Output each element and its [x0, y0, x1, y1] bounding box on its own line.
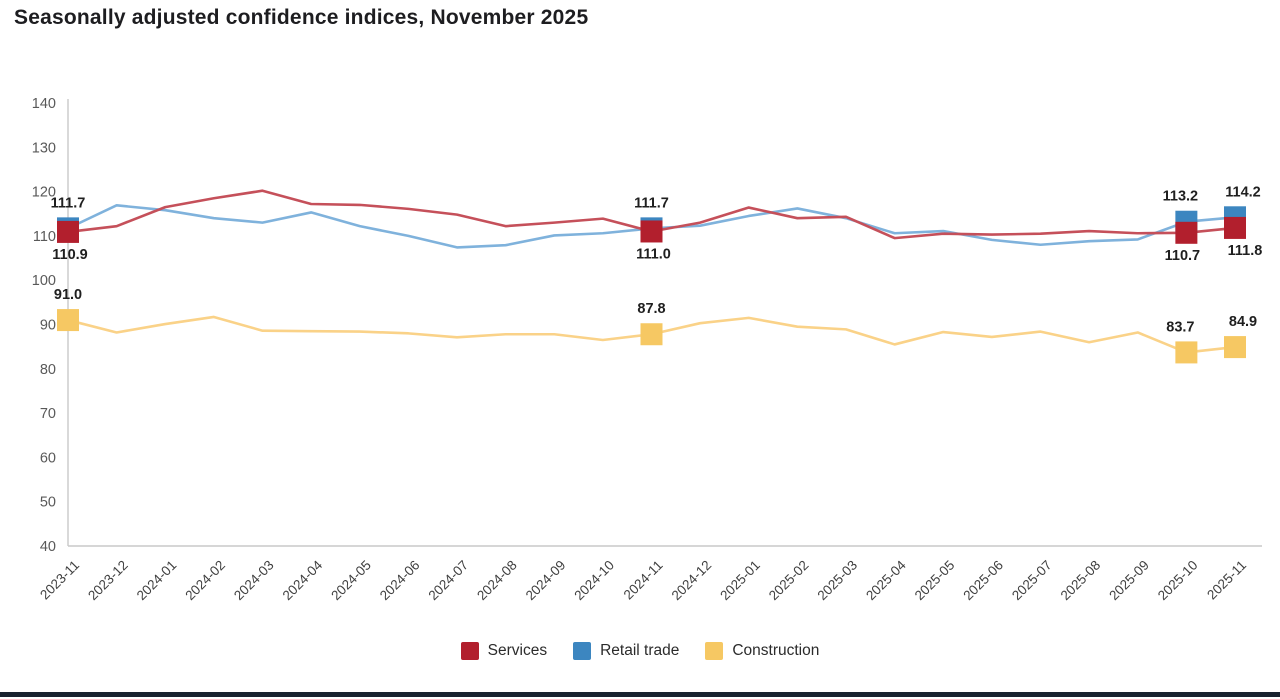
y-tick-label: 40: [40, 539, 56, 555]
data-label-construction-2023-11: 91.0: [54, 287, 82, 303]
data-label-construction-2024-11: 87.8: [637, 301, 665, 317]
x-tick-label: 2025-10: [1155, 558, 1201, 604]
y-tick-label: 130: [32, 140, 56, 156]
x-tick-label: 2024-03: [231, 558, 277, 604]
y-tick-label: 50: [40, 495, 56, 511]
x-tick-label: 2024-05: [328, 558, 374, 604]
x-tick-label: 2025-01: [717, 558, 763, 604]
legend-item-construction: Construction: [705, 642, 819, 660]
retail-trade-swatch-icon: [573, 642, 592, 660]
legend-label-services: Services: [487, 642, 548, 659]
data-label-services-2025-10: 110.7: [1165, 248, 1201, 264]
chart-svg: 140 130 120 110 100 90 80 70 60 50 40 2023-11 2023-1…: [32, 96, 1263, 604]
x-tick-label: 2024-02: [182, 558, 228, 604]
legend-item-services: Services: [460, 642, 548, 660]
x-tick-label: 2023-11: [37, 558, 82, 603]
legend-label-construction: Construction: [732, 642, 820, 659]
data-label-services-2024-11: 111.0: [636, 246, 671, 262]
x-tick-label: 2024-12: [669, 558, 715, 604]
y-tick-label: 100: [32, 273, 56, 289]
marker-services-2023-11: [57, 220, 79, 243]
chart-title: Seasonally adjusted confidence indices, …: [14, 6, 589, 29]
x-tick-label: 2025-07: [1009, 558, 1055, 604]
legend-label-retail-trade: Retail trade: [600, 642, 680, 659]
x-tick-label: 2025-06: [960, 558, 1006, 604]
x-tick-label: 2025-05: [912, 558, 958, 604]
marker-construction-2025-10: [1175, 341, 1198, 364]
x-tick-label: 2023-12: [85, 558, 131, 604]
x-tick-label: 2025-09: [1106, 558, 1152, 604]
x-tick-label: 2024-07: [425, 558, 471, 604]
legend-item-retail-trade: Retail trade: [573, 642, 679, 660]
y-tick-label: 80: [40, 362, 56, 378]
chart-legend: Services Retail trade Construction: [0, 642, 1280, 660]
data-label-services-2025-11: 111.8: [1228, 243, 1263, 259]
data-label-retail-trade-2025-11: 114.2: [1225, 184, 1261, 200]
marker-construction-2023-11: [57, 309, 79, 332]
marker-construction-2025-11: [1224, 336, 1246, 359]
x-tick-label: 2024-11: [621, 558, 666, 603]
x-tick-label: 2025-04: [863, 557, 909, 603]
x-tick-label: 2024-04: [280, 557, 326, 603]
bottom-accent-bar: [0, 692, 1280, 697]
data-label-retail-trade-2023-11: 111.7: [51, 195, 86, 211]
data-label-construction-2025-11: 84.9: [1229, 314, 1257, 330]
y-tick-label: 140: [32, 96, 56, 112]
construction-swatch-icon: [705, 642, 724, 660]
x-tick-label: 2024-01: [134, 558, 180, 604]
y-tick-label: 90: [40, 318, 56, 334]
data-label-retail-trade-2025-10: 113.2: [1163, 189, 1199, 205]
x-tick-label: 2025-11: [1204, 558, 1249, 603]
x-tick-label: 2024-08: [474, 558, 520, 604]
services-swatch-icon: [460, 642, 479, 660]
x-tick-label: 2025-03: [814, 558, 860, 604]
x-tick-label: 2024-09: [523, 558, 569, 604]
marker-services-2025-10: [1175, 221, 1198, 244]
data-label-construction-2025-10: 83.7: [1166, 319, 1194, 335]
x-tick-label: 2025-08: [1058, 558, 1104, 604]
marker-services-2024-11: [640, 220, 663, 243]
y-tick-label: 70: [40, 406, 56, 422]
data-label-services-2023-11: 110.9: [52, 247, 88, 263]
y-tick-label: 60: [40, 450, 56, 466]
marker-services-2025-11: [1224, 216, 1246, 239]
x-tick-label: 2024-10: [571, 558, 617, 604]
data-label-retail-trade-2024-11: 111.7: [634, 195, 669, 211]
x-tick-label: 2025-02: [766, 558, 812, 604]
marker-construction-2024-11: [640, 323, 663, 346]
y-tick-label: 110: [33, 229, 56, 245]
y-tick-label: 120: [32, 185, 56, 201]
x-tick-label: 2024-06: [377, 558, 423, 604]
